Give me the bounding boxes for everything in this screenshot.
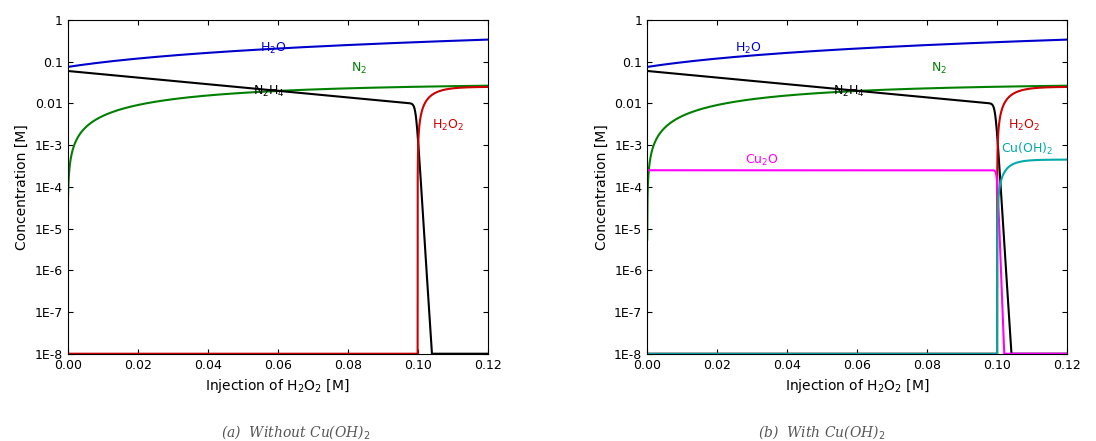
X-axis label: Injection of H$_2$O$_2$ [M]: Injection of H$_2$O$_2$ [M]	[785, 377, 929, 395]
Text: Cu$_2$O: Cu$_2$O	[745, 153, 779, 168]
Text: H$_2$O: H$_2$O	[734, 41, 762, 56]
Text: Cu(OH)$_2$: Cu(OH)$_2$	[1001, 141, 1053, 157]
Text: N$_2$H$_4$: N$_2$H$_4$	[253, 84, 285, 99]
Y-axis label: Concentration [M]: Concentration [M]	[594, 124, 608, 250]
Text: (a)  Without Cu(OH)$_2$: (a) Without Cu(OH)$_2$	[221, 423, 370, 441]
Text: H$_2$O$_2$: H$_2$O$_2$	[1007, 118, 1040, 133]
Text: (b)  With Cu(OH)$_2$: (b) With Cu(OH)$_2$	[758, 423, 886, 441]
Text: N$_2$H$_4$: N$_2$H$_4$	[833, 84, 865, 99]
Text: H$_2$O: H$_2$O	[260, 41, 287, 56]
Text: N$_2$: N$_2$	[351, 61, 367, 76]
X-axis label: Injection of H$_2$O$_2$ [M]: Injection of H$_2$O$_2$ [M]	[205, 377, 350, 395]
Text: N$_2$: N$_2$	[931, 61, 947, 76]
Text: H$_2$O$_2$: H$_2$O$_2$	[432, 118, 464, 133]
Y-axis label: Concentration [M]: Concentration [M]	[15, 124, 28, 250]
